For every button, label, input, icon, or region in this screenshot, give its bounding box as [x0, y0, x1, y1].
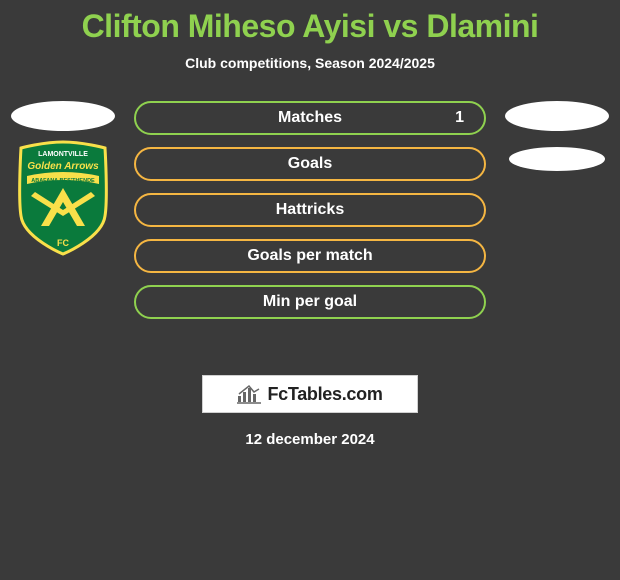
- stat-value-right: 1: [455, 109, 464, 127]
- stat-pill-min-per-goal: Min per goal: [134, 285, 486, 319]
- stat-pill-goals: Goals: [134, 147, 486, 181]
- logo-text-mid: Golden Arrows: [27, 161, 99, 172]
- left-player-avatar: [11, 101, 115, 131]
- stats-column: Matches 1 Goals Hattricks Goals per match Min…: [134, 101, 486, 331]
- stat-pill-matches: Matches 1: [134, 101, 486, 135]
- comparison-area: LAMONTVILLE Golden Arrows ABAFANA BES'TH…: [0, 101, 620, 361]
- subtitle: Club competitions, Season 2024/2025: [0, 55, 620, 71]
- stat-label: Goals per match: [247, 247, 372, 265]
- right-player-column: [502, 101, 612, 171]
- fctables-watermark: FcTables.com: [202, 375, 418, 413]
- fctables-label: FcTables.com: [267, 384, 382, 405]
- bar-chart-icon: [237, 384, 261, 404]
- golden-arrows-shield-icon: LAMONTVILLE Golden Arrows ABAFANA BES'TH…: [13, 138, 113, 256]
- right-player-avatar: [505, 101, 609, 131]
- left-team-logo: LAMONTVILLE Golden Arrows ABAFANA BES'TH…: [13, 147, 113, 247]
- stat-pill-goals-per-match: Goals per match: [134, 239, 486, 273]
- right-team-logo-placeholder: [509, 147, 605, 171]
- stat-pill-hattricks: Hattricks: [134, 193, 486, 227]
- page-title: Clifton Miheso Ayisi vs Dlamini: [0, 0, 620, 45]
- date-text: 12 december 2024: [0, 431, 620, 448]
- stat-label: Matches: [278, 109, 342, 127]
- stat-label: Min per goal: [263, 293, 357, 311]
- left-player-column: LAMONTVILLE Golden Arrows ABAFANA BES'TH…: [8, 101, 118, 247]
- logo-fc-text: FC: [57, 238, 69, 248]
- title-text: Clifton Miheso Ayisi vs Dlamini: [82, 8, 539, 44]
- logo-banner-text: ABAFANA BES'THENDE: [31, 178, 95, 184]
- stat-label: Hattricks: [276, 201, 344, 219]
- stat-label: Goals: [288, 155, 332, 173]
- logo-text-top: LAMONTVILLE: [38, 151, 88, 158]
